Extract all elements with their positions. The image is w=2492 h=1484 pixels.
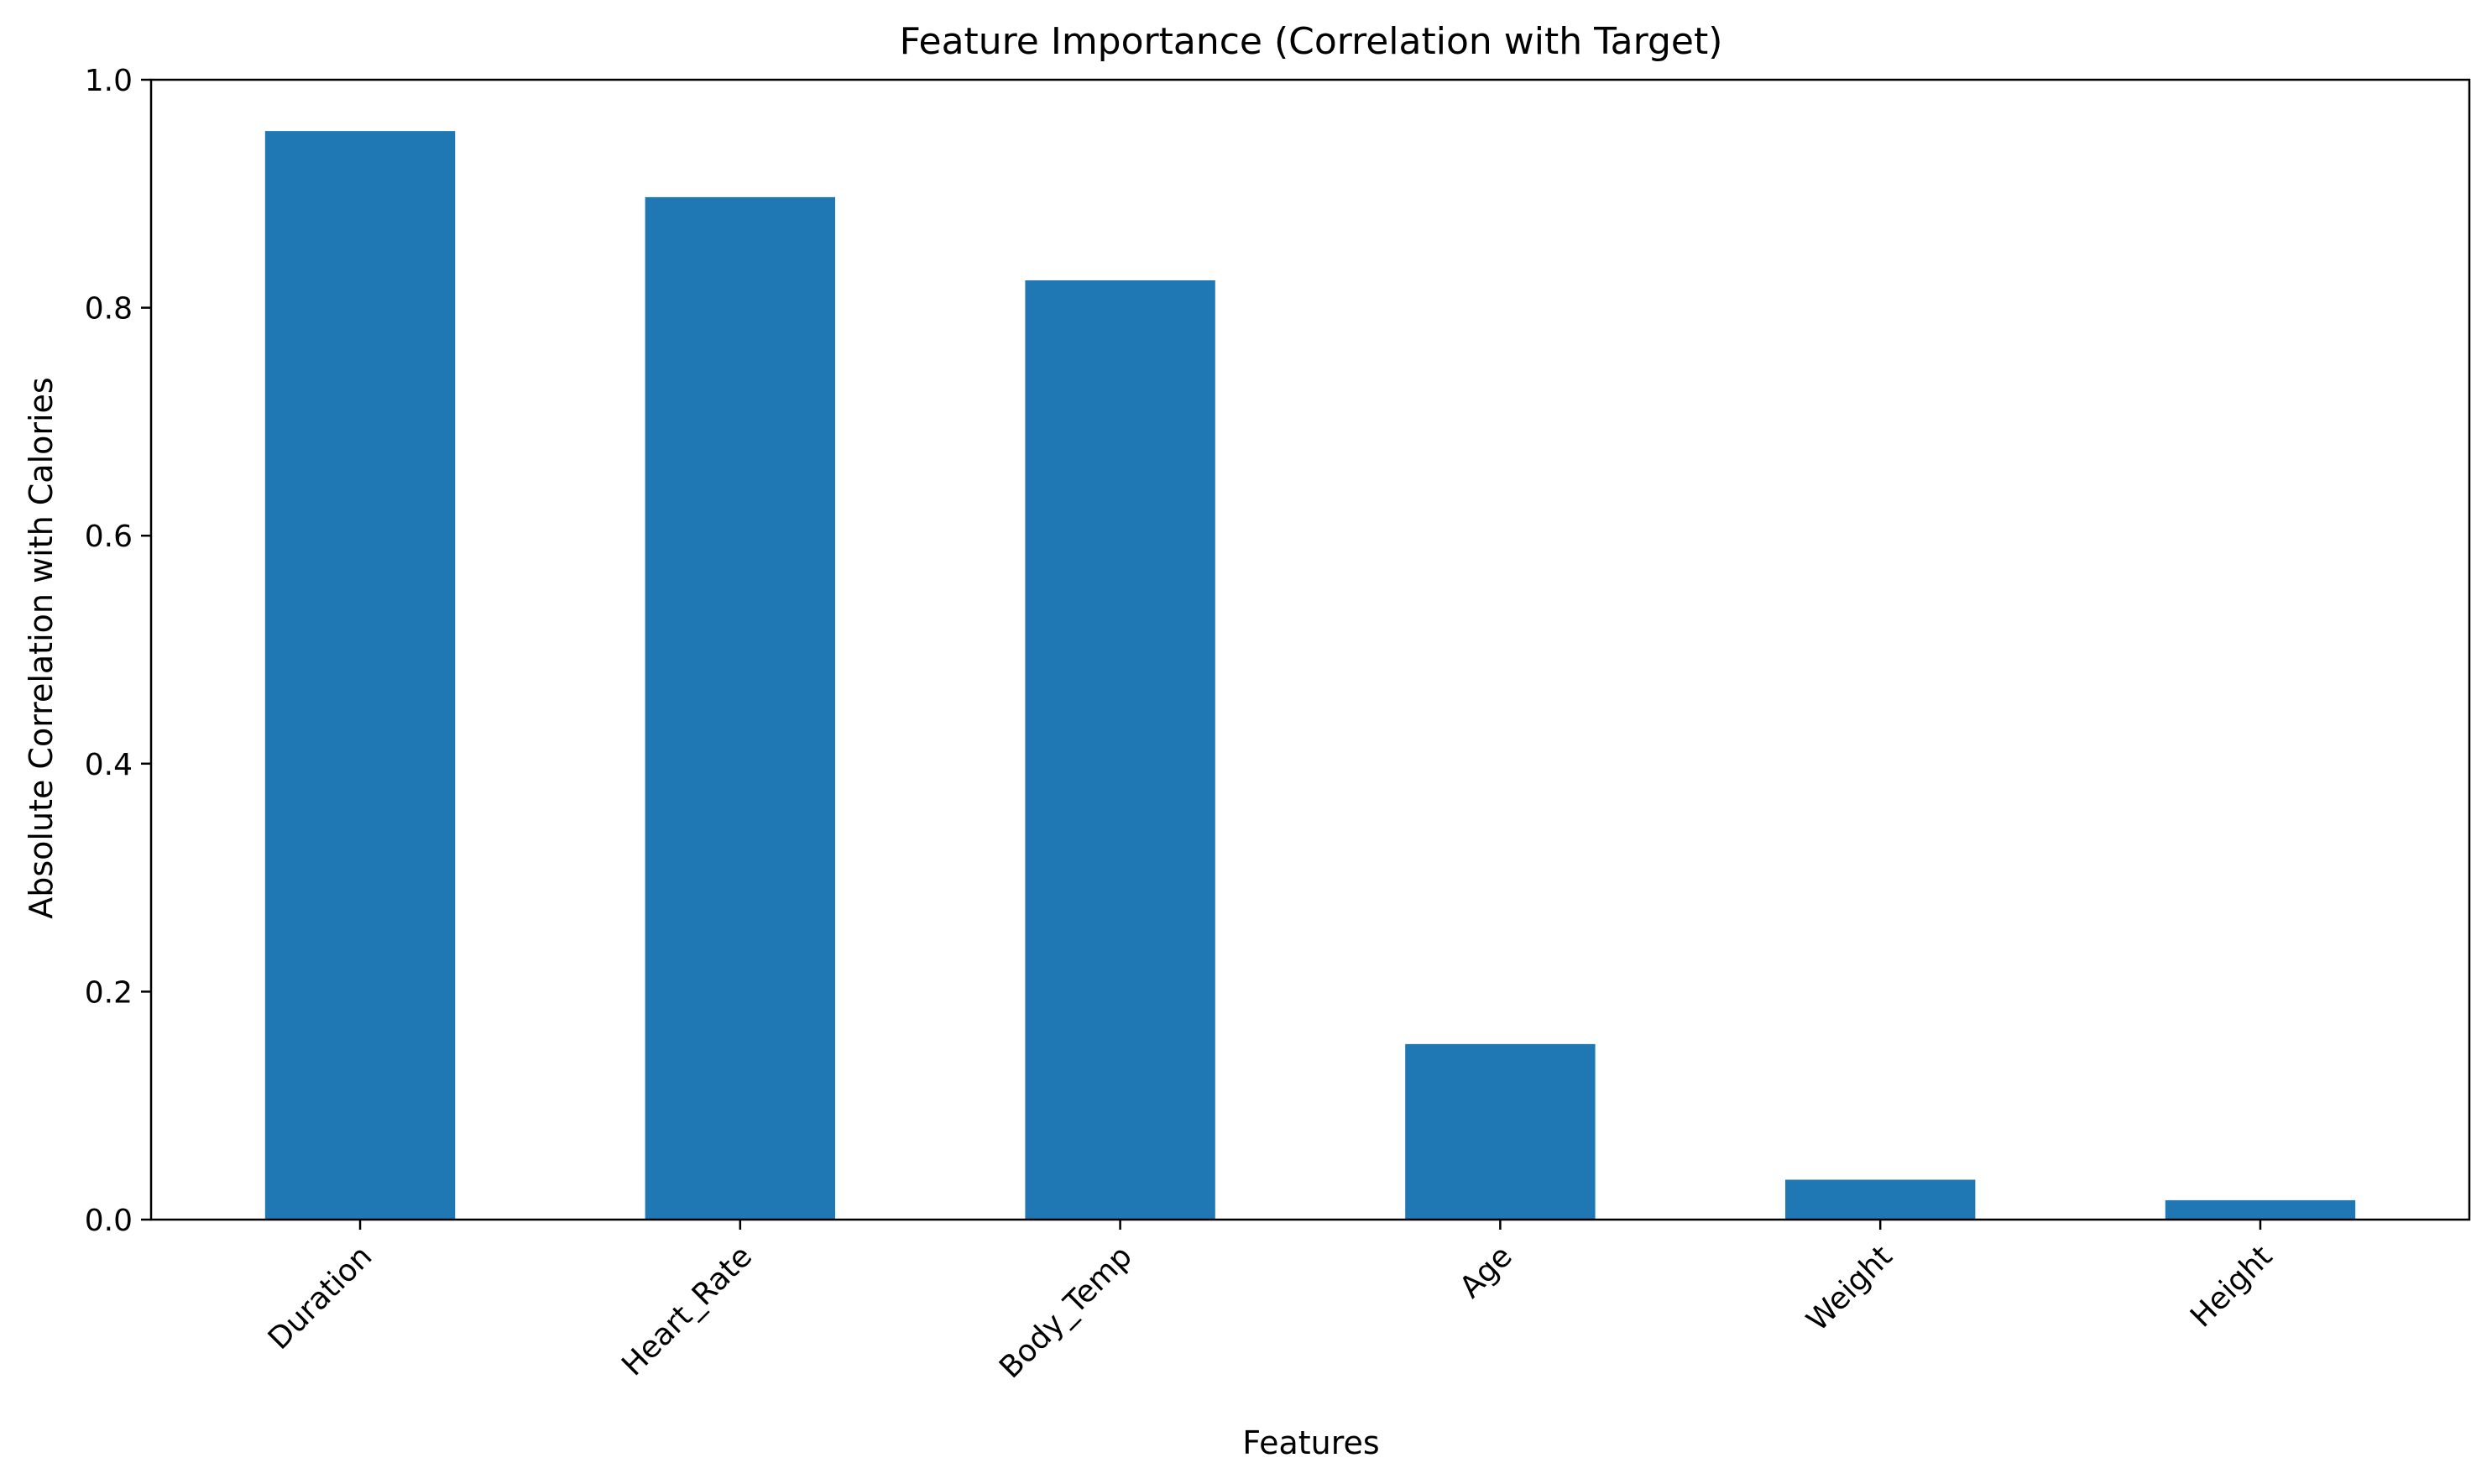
x-tick-label: Duration — [262, 1239, 379, 1356]
y-tick-label: 1.0 — [85, 64, 133, 98]
y-tick-label: 0.6 — [85, 520, 133, 554]
x-tick-label: Body_Temp — [993, 1239, 1139, 1385]
y-tick-label: 0.0 — [85, 1204, 133, 1238]
bar-body-temp — [1025, 280, 1215, 1220]
bars-group — [264, 131, 2356, 1220]
bar-weight — [1784, 1179, 1976, 1220]
bar-heart-rate — [645, 196, 836, 1220]
x-axis-ticks: Duration Heart_Rate Body_Temp Age Weight Heig… — [262, 1220, 2279, 1385]
x-axis-label: Features — [1242, 1424, 1379, 1461]
bar-height — [2165, 1199, 2356, 1220]
y-axis-ticks: 0.0 0.2 0.4 0.6 0.8 1.0 — [85, 64, 151, 1238]
y-tick-label: 0.8 — [85, 292, 133, 327]
bar-age — [1405, 1043, 1596, 1220]
chart-title: Feature Importance (Correlation with Tar… — [900, 20, 1723, 63]
x-tick-label: Heart_Rate — [615, 1239, 759, 1382]
y-tick-label: 0.4 — [85, 748, 133, 782]
y-tick-label: 0.2 — [85, 975, 133, 1010]
x-tick-label: Weight — [1800, 1239, 1899, 1338]
bar-duration — [264, 131, 456, 1220]
x-tick-label: Height — [2184, 1239, 2279, 1334]
x-tick-label: Age — [1454, 1239, 1519, 1304]
plot-frame — [149, 78, 2471, 1221]
y-axis-label: Absolute Correlation with Calories — [23, 377, 60, 918]
